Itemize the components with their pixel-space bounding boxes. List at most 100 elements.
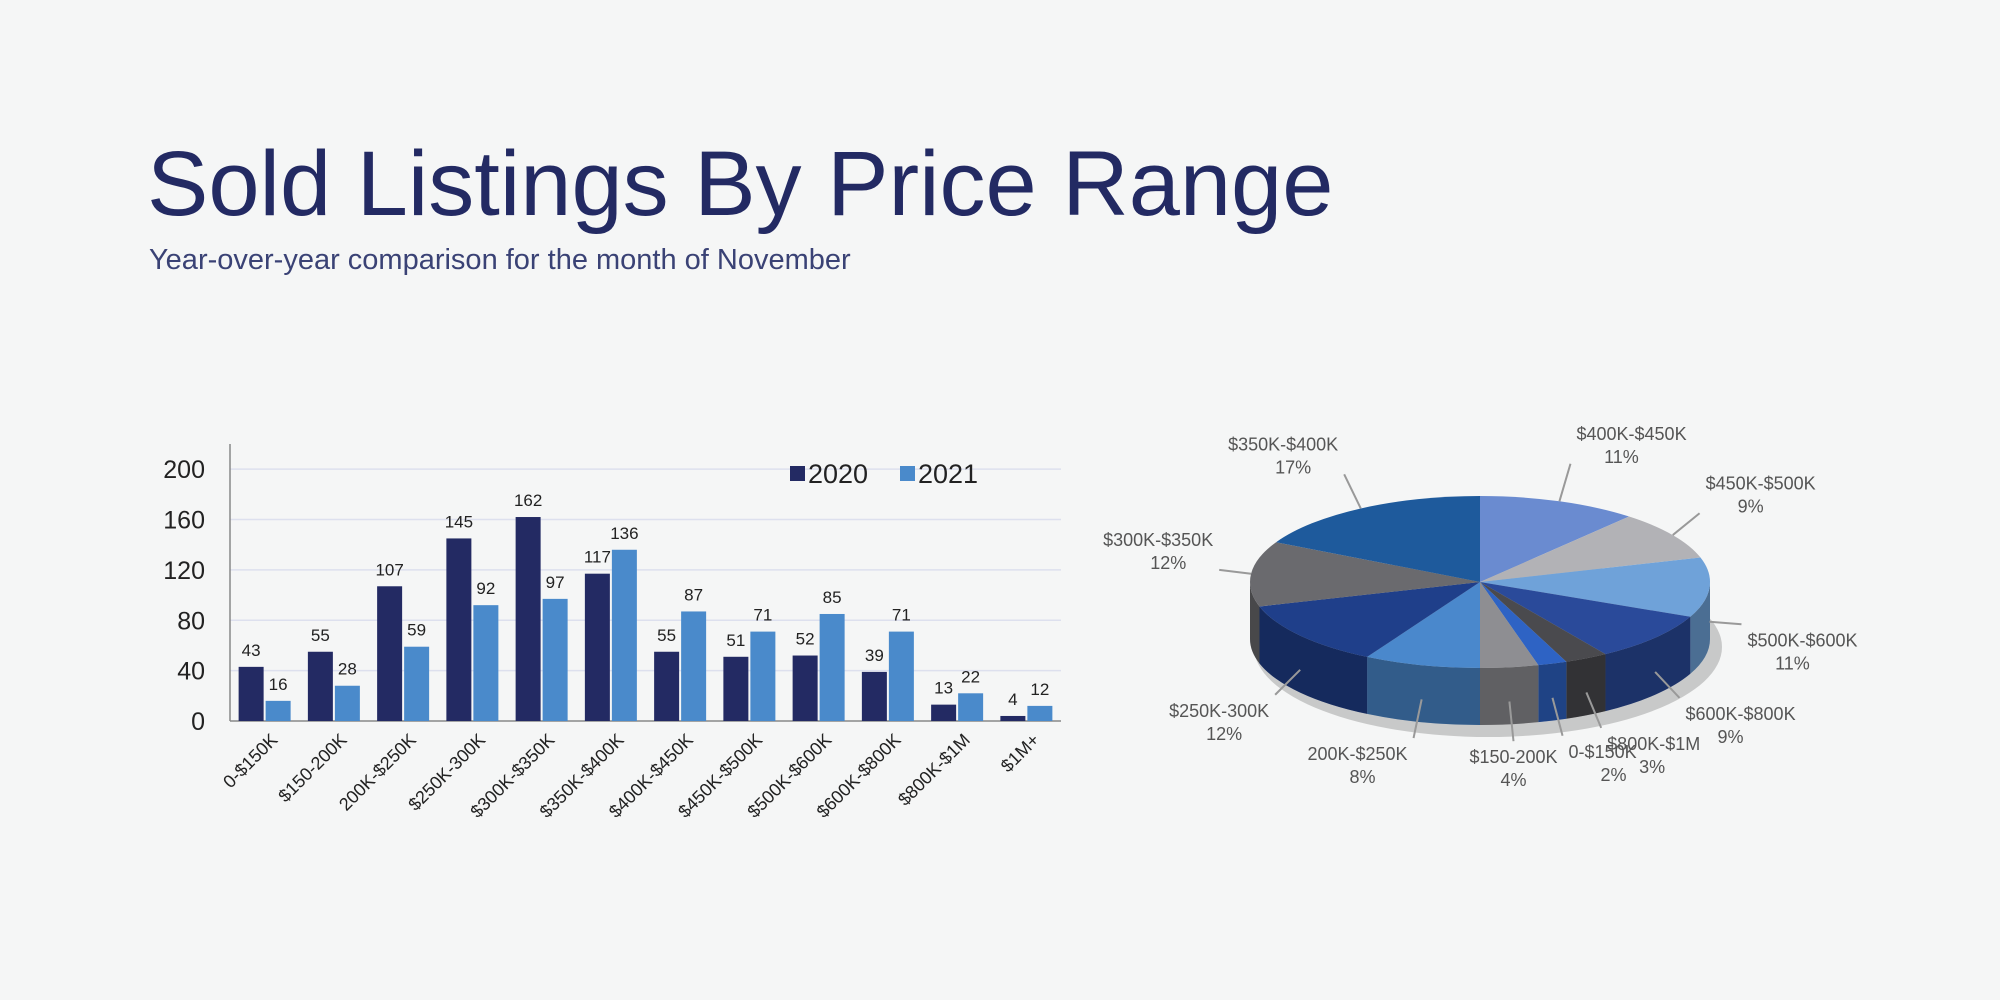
bar [265, 700, 291, 721]
bar [515, 517, 541, 721]
pie-side-shade [1259, 606, 1368, 714]
pie-label: 200K-$250K [1307, 744, 1407, 764]
data-label: 71 [892, 606, 911, 625]
data-label: 59 [407, 621, 426, 640]
bar [931, 704, 957, 721]
page-title: Sold Listings By Price Range [147, 133, 1333, 235]
bar [792, 655, 818, 721]
data-label: 107 [375, 560, 403, 579]
pie-side [1259, 606, 1368, 714]
pie-side-shade [1249, 582, 1260, 664]
bar [750, 631, 776, 721]
bar [307, 651, 333, 721]
pie-side-shade [1566, 654, 1606, 719]
data-label: 52 [796, 630, 815, 649]
bar [334, 685, 360, 721]
y-tick-label: 80 [177, 607, 205, 635]
leader-line [1709, 620, 1742, 626]
data-label: 55 [311, 626, 330, 645]
pie-slice [1367, 582, 1480, 668]
bar [473, 605, 499, 721]
pie-side [1480, 665, 1539, 725]
pie-slice [1480, 582, 1567, 666]
leader-line [1343, 473, 1362, 509]
pie-slice [1259, 582, 1480, 657]
data-label: 85 [823, 588, 842, 607]
pie-side [1566, 654, 1606, 719]
data-label: 51 [726, 631, 745, 650]
bar [584, 573, 610, 721]
pie-label: $800K-$1M [1607, 734, 1700, 754]
pie-slice [1480, 516, 1701, 582]
data-label: 162 [514, 491, 542, 510]
pie-label: $600K-$800K [1685, 704, 1795, 724]
leader-line [1654, 671, 1681, 699]
y-tick-label: 0 [191, 708, 205, 736]
y-tick-label: 120 [163, 557, 205, 585]
pie-side [1538, 661, 1567, 723]
bar [1027, 705, 1053, 721]
pie-label: 0-$150K [1569, 742, 1637, 762]
pie-side-shade [1690, 582, 1710, 674]
leader-line [1274, 669, 1301, 696]
bar [611, 549, 637, 721]
bar [681, 611, 707, 721]
pie-label: $350K-$400K [1228, 434, 1338, 454]
y-tick-label: 40 [177, 658, 205, 686]
pie-label: $450K-$500K [1706, 473, 1816, 493]
pie-side [1367, 656, 1480, 725]
pie-slice [1480, 557, 1711, 617]
bar [861, 671, 887, 721]
legend-swatch [790, 466, 805, 481]
data-label: 39 [865, 646, 884, 665]
pie-side-shade [1367, 656, 1480, 725]
pie-label: $300K-$350K [1103, 530, 1213, 550]
pie-value-label: 4% [1500, 770, 1526, 790]
legend-swatch [900, 466, 915, 481]
data-label: 136 [610, 524, 638, 543]
data-label: 97 [546, 573, 565, 592]
leader-line [1551, 697, 1564, 737]
pie-value-label: 17% [1275, 457, 1311, 477]
pie-slice [1480, 582, 1539, 668]
pie-value-label: 8% [1350, 767, 1376, 787]
leader-line [1412, 699, 1423, 739]
bar [238, 666, 264, 721]
bar [888, 631, 914, 721]
pie-value-label: 2% [1601, 765, 1627, 785]
data-label: 55 [657, 626, 676, 645]
pie-value-label: 11% [1604, 447, 1639, 467]
bar [542, 598, 568, 721]
pie-label: $250K-300K [1169, 701, 1269, 721]
y-tick-label: 200 [163, 456, 205, 484]
pie-slice [1480, 496, 1630, 582]
pie-side-shade [1480, 665, 1539, 725]
pie-slice [1250, 542, 1480, 607]
leader-line [1585, 692, 1603, 729]
bar [958, 693, 984, 721]
pie-slice [1480, 582, 1606, 662]
y-tick-label: 160 [163, 507, 205, 535]
data-label: 92 [476, 579, 495, 598]
bar [404, 646, 430, 721]
bar [723, 656, 749, 721]
bar [1000, 715, 1026, 721]
pie-value-label: 9% [1738, 496, 1764, 516]
pie-value-label: 9% [1717, 727, 1743, 747]
bar [819, 613, 845, 721]
bar [377, 586, 403, 721]
pie-slice [1276, 496, 1480, 582]
leader-line [1672, 512, 1701, 536]
bar [446, 538, 472, 721]
bar [654, 651, 680, 721]
data-label: 145 [445, 512, 473, 531]
pie-label: $500K-$600K [1747, 630, 1857, 650]
data-label: 13 [934, 679, 953, 698]
data-label: 71 [753, 606, 772, 625]
legend-label: 2020 [808, 459, 868, 489]
page-subtitle: Year-over-year comparison for the month … [149, 244, 851, 276]
data-label: 16 [269, 675, 288, 694]
data-label: 43 [242, 641, 261, 660]
data-label: 12 [1030, 680, 1049, 699]
